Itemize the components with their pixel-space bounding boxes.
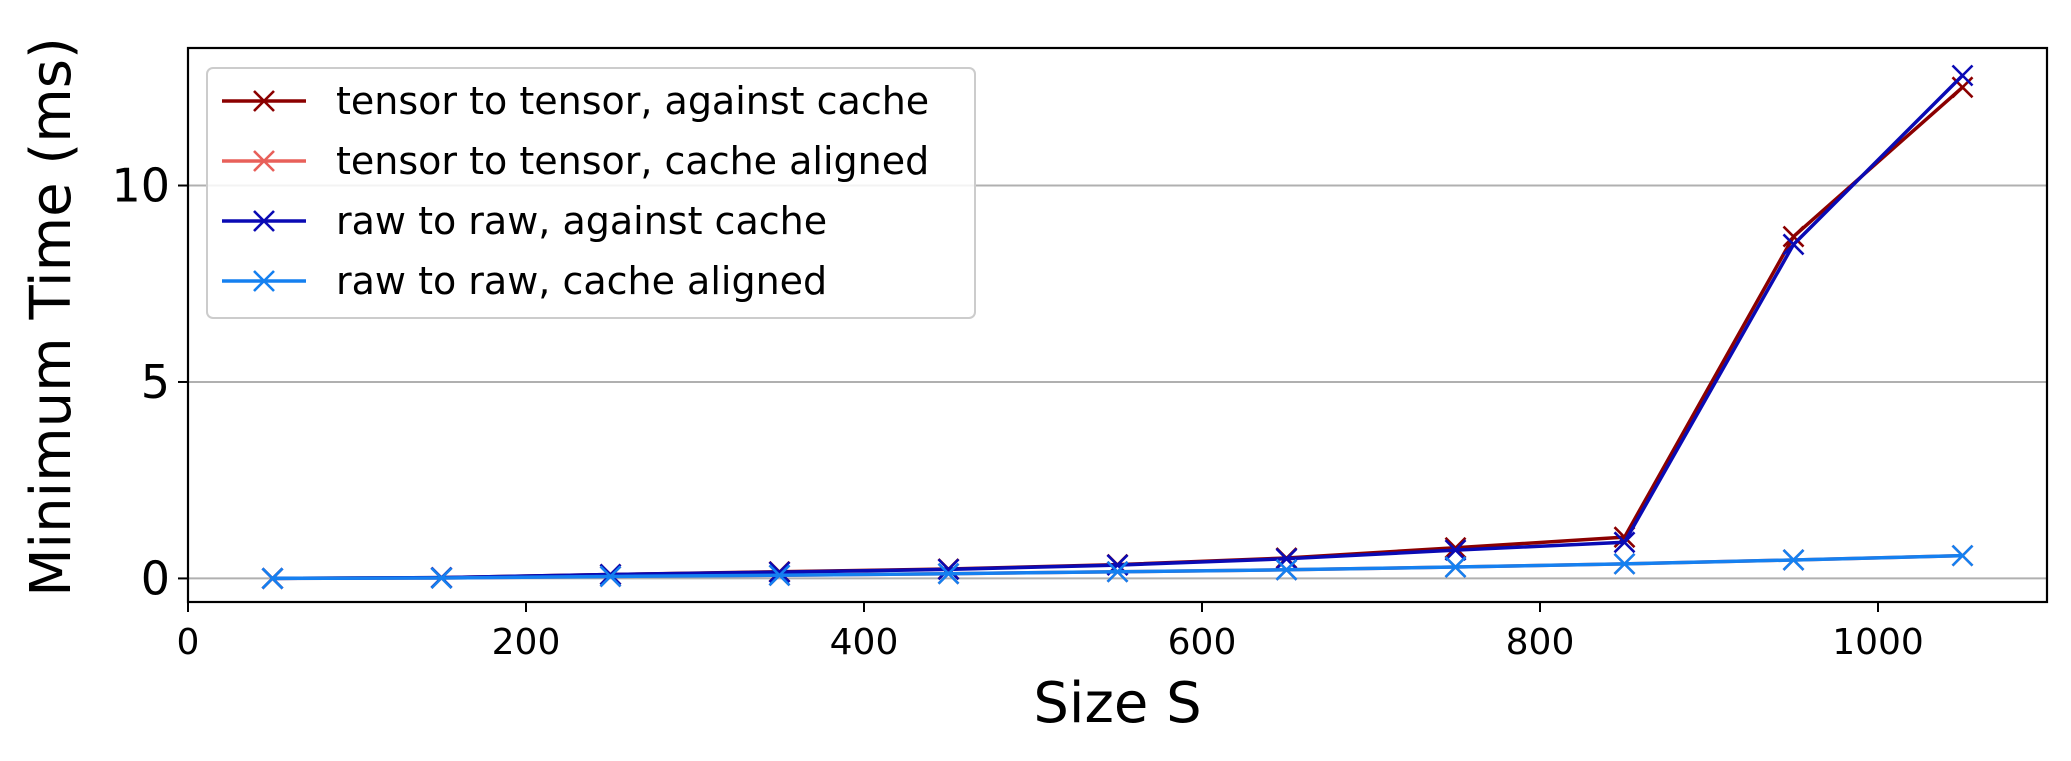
legend-label: tensor to tensor, against cache xyxy=(336,79,929,123)
data-point xyxy=(1613,552,1636,575)
y-axis-title: Minimum Time (ms) xyxy=(19,37,84,597)
legend-box xyxy=(206,67,976,319)
x-tick-label: 400 xyxy=(830,622,899,663)
data-point xyxy=(1951,64,1974,87)
data-point xyxy=(261,567,284,590)
series-4 xyxy=(261,544,1974,590)
plot-frame xyxy=(186,46,2049,604)
data-point xyxy=(1782,549,1805,571)
y-tick-label: 0 xyxy=(141,551,170,605)
data-point xyxy=(1106,560,1129,583)
data-point xyxy=(768,561,791,584)
legend-label: raw to raw, cache aligned xyxy=(336,259,827,303)
data-point xyxy=(599,563,622,586)
data-point xyxy=(1613,531,1636,554)
data-point xyxy=(1782,225,1805,248)
legend-item: raw to raw, cache aligned xyxy=(222,259,827,303)
legend: tensor to tensor, against cache tensor to… xyxy=(206,67,976,319)
data-point xyxy=(1444,536,1467,559)
series-2 xyxy=(261,544,1974,590)
data-point xyxy=(599,565,622,588)
y-tick-label: 5 xyxy=(141,355,170,409)
legend-label: tensor to tensor, cache aligned xyxy=(336,139,929,183)
legend-item: tensor to tensor, against cache xyxy=(222,79,929,123)
series-layer xyxy=(261,64,1974,590)
data-point xyxy=(768,564,791,587)
data-point xyxy=(937,558,960,581)
x-tick-label: 800 xyxy=(1506,622,1575,663)
data-point xyxy=(1444,556,1467,578)
x-tick-label: 200 xyxy=(492,622,561,663)
legend-item: raw to raw, against cache xyxy=(222,199,827,243)
x-tick-label: 600 xyxy=(1168,622,1237,663)
data-point xyxy=(430,567,453,589)
y-tick-label: 10 xyxy=(111,159,170,213)
x-axis-title: Size S xyxy=(1033,671,1201,736)
x-tick-label: 1000 xyxy=(1832,622,1924,663)
x-axis-ticks: 0 200 400 600 800 1000 xyxy=(177,602,1924,663)
data-point xyxy=(1444,539,1467,562)
data-point xyxy=(253,90,275,112)
data-point xyxy=(253,270,275,292)
data-point xyxy=(1782,233,1805,256)
data-point xyxy=(1275,558,1298,581)
legend-label: raw to raw, against cache xyxy=(336,199,827,243)
legend-item: tensor to tensor, cache aligned xyxy=(222,139,929,183)
y-axis-ticks: 0 5 10 xyxy=(111,159,188,605)
x-tick-label: 0 xyxy=(177,622,200,663)
data-point xyxy=(1275,547,1298,570)
data-point xyxy=(937,562,960,585)
data-point xyxy=(253,210,275,232)
data-point xyxy=(1951,544,1974,567)
data-point xyxy=(253,150,275,172)
